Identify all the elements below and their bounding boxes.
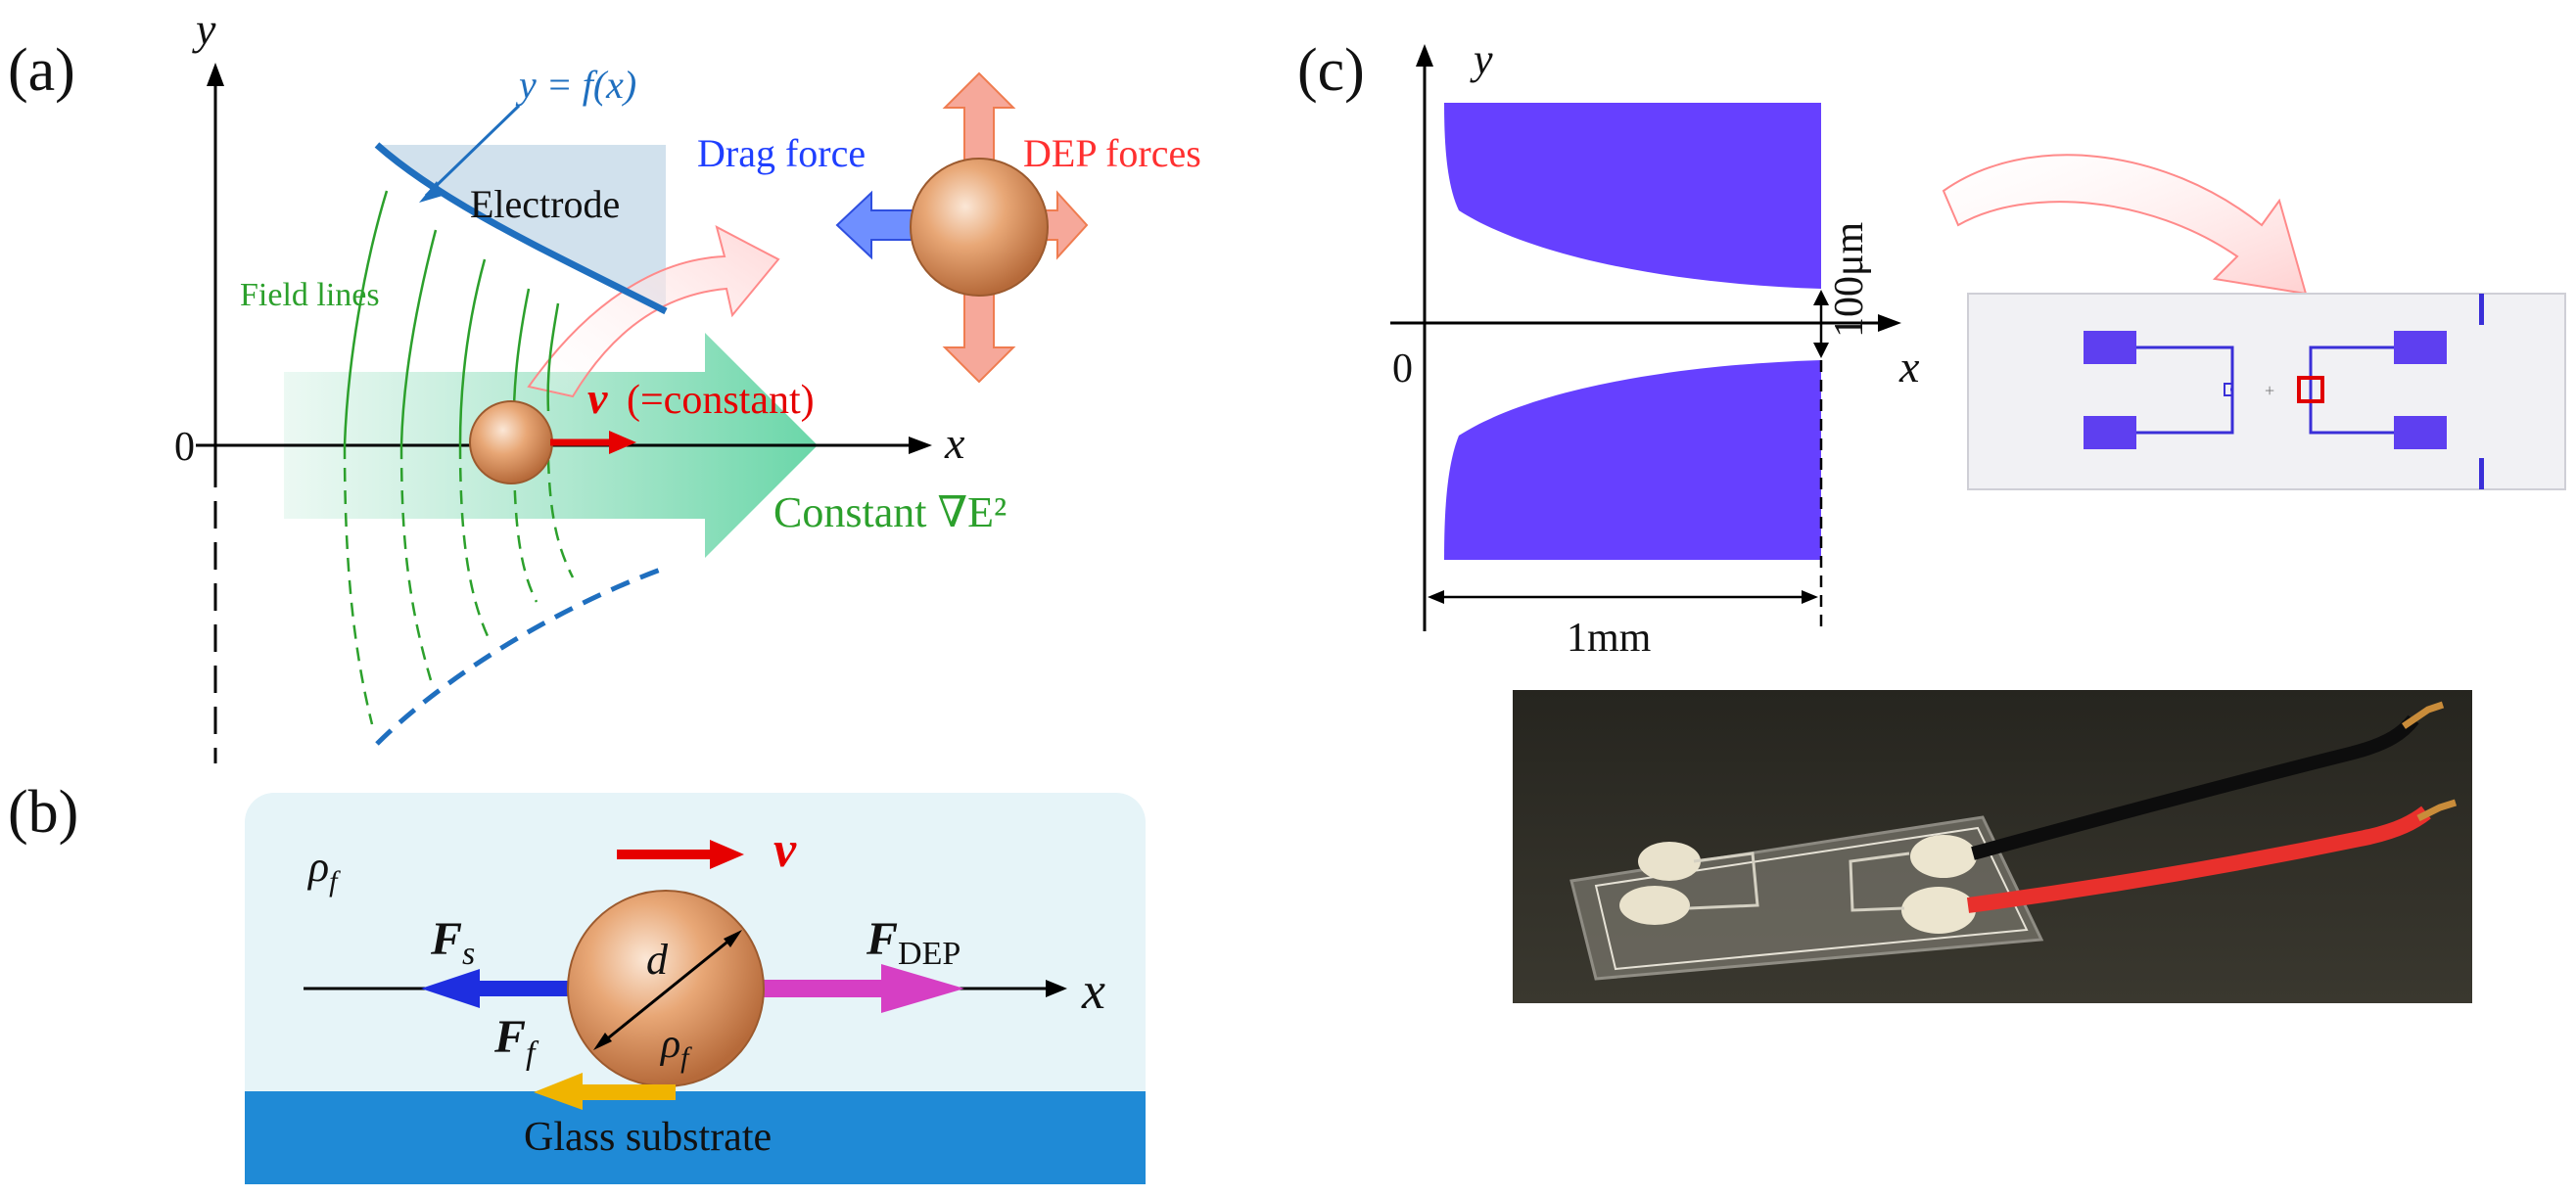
gap-dim-head-top bbox=[1813, 290, 1829, 305]
edge-mark-bottom bbox=[2479, 458, 2484, 489]
black-wire bbox=[1971, 714, 2419, 860]
electrode-top bbox=[1444, 103, 1821, 289]
center-mark: + bbox=[2265, 381, 2274, 400]
diameter-head-1 bbox=[593, 1033, 612, 1050]
pad-left-top bbox=[2084, 331, 2136, 364]
panel-a-label: (a) bbox=[8, 37, 75, 104]
a-x-axis-arrowhead bbox=[909, 437, 932, 454]
substrate bbox=[245, 1091, 1146, 1184]
b-x-axis-arrowhead bbox=[1046, 980, 1067, 997]
panel-b-label: (b) bbox=[8, 779, 78, 846]
electrode-bottom bbox=[1444, 360, 1821, 560]
gradient-label: Constant ∇E² bbox=[773, 488, 1007, 536]
fdep-arrow bbox=[764, 964, 964, 1013]
b-velocity-arrowhead bbox=[710, 840, 744, 869]
c-y-axis-label: y bbox=[1470, 35, 1493, 83]
electrode-curve bbox=[374, 142, 668, 315]
particle-a bbox=[469, 400, 553, 484]
edge-mark-top bbox=[2479, 294, 2484, 325]
panel-c: (c) y x 0 100μm 1mm bbox=[1297, 35, 2566, 1003]
c-x-axis-label: x bbox=[1898, 342, 1920, 391]
panel-a: (a) y x 0 bbox=[8, 4, 1201, 763]
a-y-axis-arrowhead bbox=[207, 63, 224, 86]
electrode-label: Electrode bbox=[470, 182, 620, 226]
diameter-line bbox=[598, 933, 737, 1047]
panel-c-label: (c) bbox=[1297, 37, 1365, 104]
photo-pad-3 bbox=[1910, 835, 1977, 878]
curve-pointer bbox=[424, 104, 521, 198]
pad-right-top bbox=[2394, 331, 2447, 364]
tiny-gap-left bbox=[2224, 383, 2233, 396]
force-diagram: Drag force DEP forces bbox=[697, 71, 1201, 384]
diameter-head-2 bbox=[724, 930, 742, 947]
c-origin-label: 0 bbox=[1392, 346, 1413, 391]
panel-b: (b) Glass substrate ρf v x d ρf Fs Ff FD… bbox=[8, 779, 1146, 1184]
b-x-axis-label: x bbox=[1081, 961, 1105, 1020]
zoom-box bbox=[2297, 376, 2324, 403]
ff-arrow bbox=[534, 1073, 676, 1110]
electrode-curve-mirror bbox=[375, 565, 667, 746]
gap-label: 100μm bbox=[1827, 221, 1872, 338]
motion-curve-arrow bbox=[527, 225, 780, 398]
red-wire bbox=[1966, 806, 2431, 913]
c-y-axis-arrowhead bbox=[1416, 44, 1433, 67]
chip-layout: + bbox=[1967, 293, 2566, 490]
c-x-axis-arrowhead bbox=[1878, 314, 1901, 332]
diameter-label: d bbox=[646, 936, 669, 984]
dep-arrow-down bbox=[942, 293, 1016, 384]
electrode-region bbox=[377, 145, 666, 311]
b-velocity-symbol: v bbox=[773, 822, 797, 878]
length-dim-head-left bbox=[1428, 590, 1444, 604]
length-label: 1mm bbox=[1567, 616, 1652, 661]
curve-pointer-head bbox=[419, 181, 443, 203]
particle-force bbox=[910, 158, 1049, 297]
substrate-label: Glass substrate bbox=[524, 1115, 772, 1160]
pad-left-bottom bbox=[2084, 416, 2136, 449]
photo-pad-2 bbox=[1619, 886, 1690, 925]
dep-forces-label: DEP forces bbox=[1023, 131, 1201, 175]
velocity-arrowhead bbox=[609, 431, 636, 454]
photo-pad-4 bbox=[1901, 887, 1976, 934]
drag-arrow-left bbox=[835, 190, 921, 260]
velocity-note: (=constant) bbox=[627, 378, 815, 423]
fs-arrow bbox=[421, 969, 587, 1008]
photo-pad-1 bbox=[1638, 842, 1701, 881]
field-lines-label: Field lines bbox=[240, 277, 380, 313]
pad-right-bottom bbox=[2394, 416, 2447, 449]
a-x-axis-label: x bbox=[944, 418, 965, 468]
length-dim-head-right bbox=[1802, 590, 1818, 604]
a-origin-label: 0 bbox=[174, 425, 195, 470]
velocity-symbol: v bbox=[587, 373, 608, 423]
gap-dim-head-bottom bbox=[1813, 343, 1829, 358]
field-lines bbox=[343, 190, 560, 446]
a-y-axis-label: y bbox=[192, 4, 216, 54]
trace-right bbox=[2309, 345, 2394, 435]
zoom-curve-arrow bbox=[1942, 154, 2308, 296]
curve-label: y = f(x) bbox=[515, 63, 636, 107]
drag-force-label: Drag force bbox=[697, 131, 866, 175]
dep-arrow-up bbox=[942, 71, 1016, 162]
device-photo bbox=[1513, 690, 2472, 1003]
